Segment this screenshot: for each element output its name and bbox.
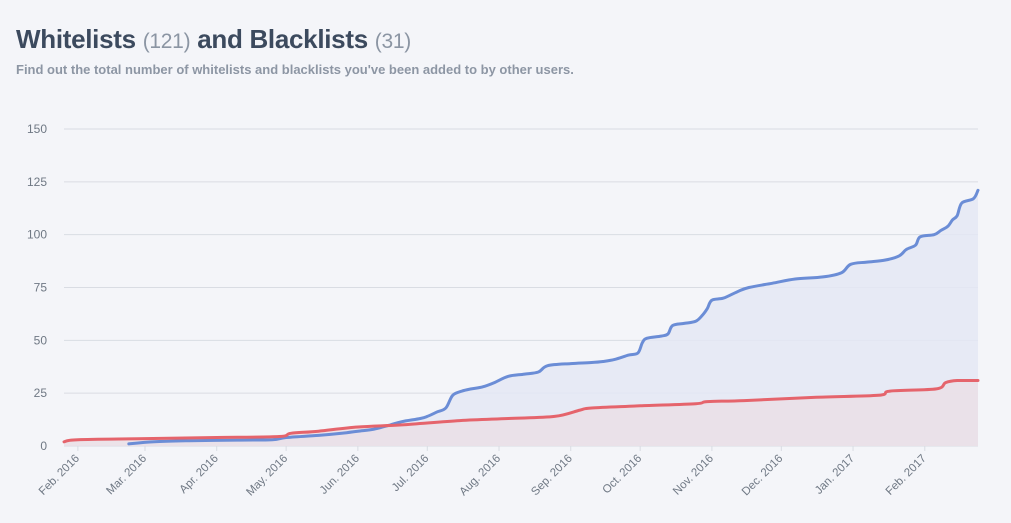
blacklists-area: [64, 380, 978, 446]
x-tick-label: Mar. 2016: [104, 453, 149, 498]
y-tick-label: 150: [27, 122, 47, 136]
y-tick-label: 0: [40, 439, 47, 453]
x-tick-label: Aug. 2016: [458, 453, 504, 499]
x-tick-label: Feb. 2016: [37, 453, 82, 498]
x-tick-label: Nov. 2016: [671, 453, 716, 498]
title-blacklists: and Blacklists: [197, 24, 368, 54]
y-tick-label: 125: [27, 175, 47, 189]
series-lines: [62, 188, 980, 446]
y-tick-label: 75: [34, 281, 48, 295]
y-tick-label: 50: [34, 333, 48, 347]
y-tick-label: 100: [27, 228, 47, 242]
chart-header: Whitelists (121) and Blacklists (31) Fin…: [16, 24, 574, 77]
title-whitelists: Whitelists: [16, 24, 136, 54]
page-subtitle: Find out the total number of whitelists …: [16, 62, 574, 77]
blacklists-line: [62, 379, 980, 444]
x-tick-label: Jan. 2017: [813, 453, 857, 497]
blacklist-count: (31): [374, 30, 411, 53]
x-tick-label: Apr. 2016: [178, 453, 221, 496]
x-tick-label: Oct. 2016: [601, 453, 645, 497]
y-tick-label: 25: [34, 386, 48, 400]
series-areas: [64, 190, 979, 446]
x-tick-label: Dec. 2016: [740, 453, 786, 499]
whitelist-count: (121): [142, 30, 191, 53]
whitelists-area: [128, 190, 979, 446]
x-tick-label: Sep. 2016: [529, 453, 575, 499]
x-tick-label: Feb. 2017: [884, 453, 929, 498]
x-tick-label: Jul. 2016: [390, 453, 431, 494]
x-tick-label: Jun. 2016: [318, 453, 362, 497]
page-title: Whitelists (121) and Blacklists (31): [16, 24, 574, 55]
x-tick-label: May. 2016: [244, 453, 290, 499]
